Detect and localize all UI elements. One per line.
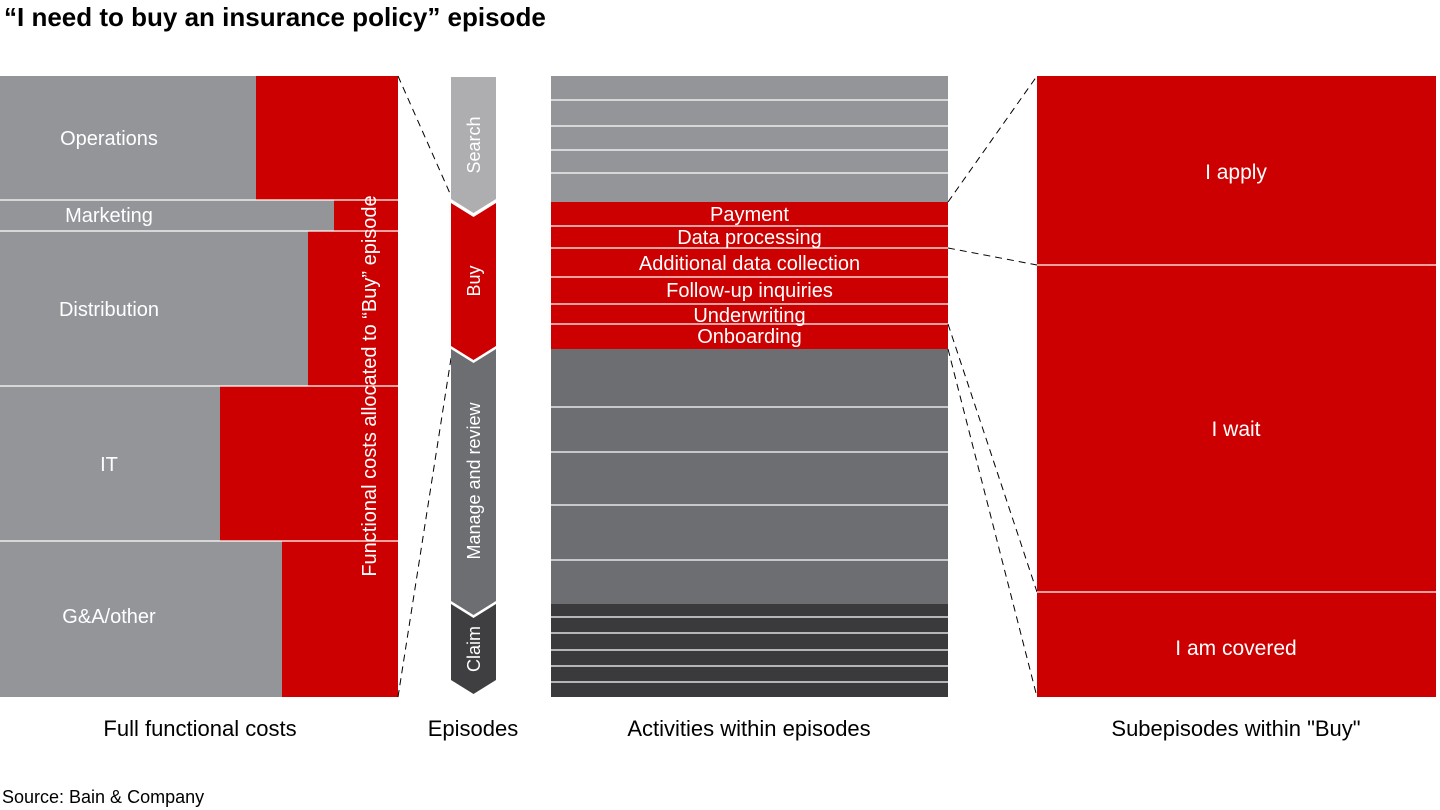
subepisodes-panel: I apply I wait I am covered (1037, 76, 1436, 697)
episode-label-search: Search (464, 116, 484, 173)
activities-manage-block (551, 349, 948, 604)
cost-bar-operations (0, 76, 256, 200)
subepisode-i-am-covered (1037, 592, 1436, 697)
subepisode-i-wait (1037, 265, 1436, 592)
functional-costs-panel: Operations Marketing Distribution IT G&A… (0, 76, 398, 697)
connector-apply-bottom (947, 247, 1038, 266)
connector-covered-bottom (947, 348, 1038, 698)
cost-bar-ga-other (0, 541, 282, 697)
activity-follow-up-inquiries: Follow-up inquiries (666, 280, 833, 302)
connector-cost-bottom (397, 351, 453, 698)
activity-additional-data-collection: Additional data collection (639, 253, 860, 275)
footer-label-activities: Activities within episodes (627, 716, 870, 741)
subepisode-label-covered: I am covered (1175, 637, 1296, 660)
activities-search-block (551, 76, 948, 202)
footer-label-subepisodes: Subepisodes within "Buy" (1111, 716, 1360, 741)
episode-label-claim: Claim (464, 626, 484, 672)
cost-block-operations: Operations (0, 76, 398, 200)
subepisode-label-wait: I wait (1211, 418, 1260, 441)
cost-block-it: IT (0, 386, 398, 541)
cost-bar-it (0, 386, 220, 541)
cost-label-ga-other: G&A/other (62, 606, 156, 628)
cost-block-distribution: Distribution (0, 231, 398, 386)
activity-underwriting: Underwriting (693, 305, 805, 327)
page-title: “I need to buy an insurance policy” epis… (4, 2, 546, 32)
subepisode-label-apply: I apply (1205, 161, 1267, 184)
episode-label-manage-review: Manage and review (464, 401, 484, 559)
episode-claim-chevron (451, 604, 496, 694)
episode-label-buy: Buy (464, 265, 484, 296)
episode-search: Search (451, 77, 496, 213)
episode-manage-review: Manage and review (451, 349, 496, 615)
cost-bar-distribution (0, 231, 308, 386)
cost-bar-marketing (0, 200, 334, 231)
activity-payment: Payment (710, 204, 789, 226)
episode-manage-review-chevron (451, 349, 496, 615)
allocated-bar-operations (256, 76, 398, 200)
allocated-bar-distribution (308, 231, 398, 386)
activities-panel: Payment Data processing Additional data … (551, 76, 948, 697)
connector-wait-bottom (947, 323, 1038, 593)
episodes-column: Search Buy Manage and review Claim (451, 77, 496, 694)
allocation-label: Functional costs allocated to “Buy” epis… (359, 195, 381, 576)
activity-data-processing: Data processing (677, 227, 822, 249)
connector-cost-top (397, 75, 453, 199)
cost-label-operations: Operations (60, 128, 158, 150)
source-note: Source: Bain & Company (2, 787, 204, 807)
episode-search-chevron (451, 77, 496, 213)
episode-claim: Claim (451, 604, 496, 694)
cost-block-ga-other: G&A/other (0, 541, 398, 697)
episode-buy-chevron (451, 203, 496, 360)
allocated-bar-ga-other (282, 541, 398, 697)
cost-label-marketing: Marketing (65, 205, 153, 227)
cost-block-marketing: Marketing (0, 200, 398, 231)
connector-apply-top (947, 75, 1038, 203)
cost-label-it: IT (100, 454, 118, 476)
episode-buy: Buy (451, 203, 496, 360)
activity-onboarding: Onboarding (697, 326, 802, 348)
cost-label-distribution: Distribution (59, 299, 159, 321)
allocated-bar-marketing (334, 200, 398, 231)
footer-label-episodes: Episodes (428, 716, 519, 741)
subepisode-i-apply (1037, 76, 1436, 265)
footer-label-functional: Full functional costs (103, 716, 296, 741)
allocated-bar-it (220, 386, 398, 541)
